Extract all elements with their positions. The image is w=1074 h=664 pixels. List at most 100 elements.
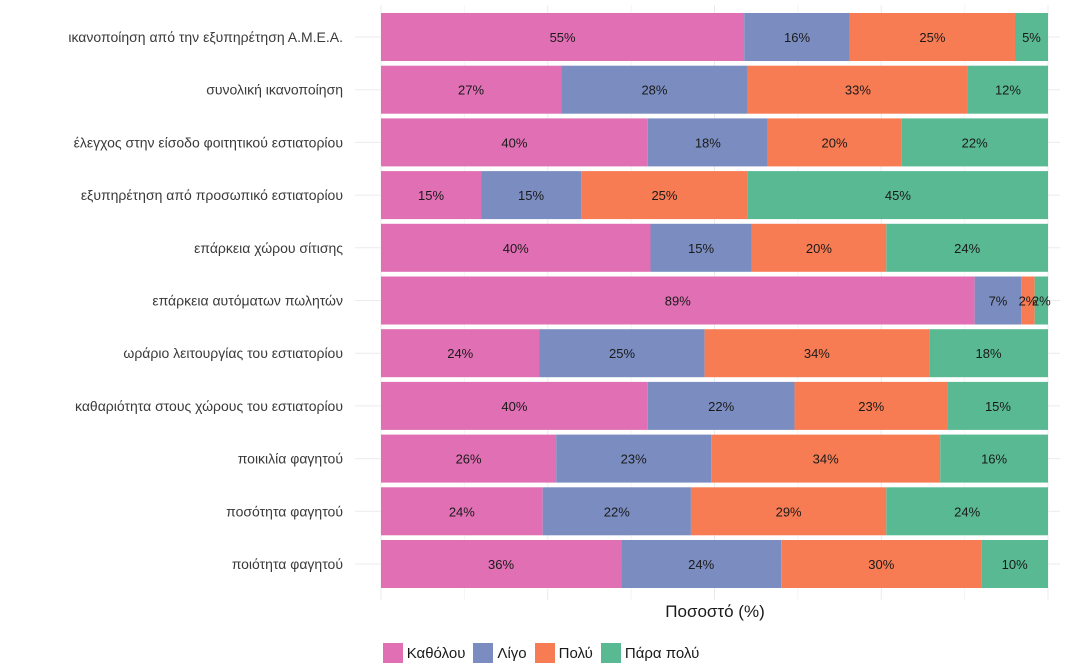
value-label: 40% — [503, 241, 529, 256]
value-label: 27% — [458, 83, 484, 98]
value-label: 5% — [1022, 30, 1041, 45]
bar-segment — [794, 381, 948, 430]
value-label: 45% — [885, 188, 911, 203]
bar-segment — [967, 65, 1048, 114]
value-label: 25% — [651, 188, 677, 203]
category-label: ωράριο λειτουργίας του εστιατορίου — [123, 345, 343, 361]
category-label: ποσότητα φαγητού — [226, 503, 343, 519]
value-label: 16% — [784, 30, 810, 45]
value-label: 24% — [688, 557, 714, 572]
value-label: 23% — [621, 452, 647, 467]
bar-segment — [744, 13, 850, 61]
legend-label: Πάρα πολύ — [624, 644, 700, 662]
value-label: 18% — [695, 135, 721, 150]
value-label: 34% — [813, 452, 839, 467]
bar-segment — [751, 223, 887, 272]
bar-segment — [381, 329, 540, 378]
bar-segment — [381, 487, 543, 536]
legend-label: Καθόλου — [406, 644, 466, 662]
value-label: 29% — [776, 504, 802, 519]
value-label: 24% — [954, 504, 980, 519]
value-label: 15% — [518, 188, 544, 203]
bars — [381, 13, 1048, 588]
legend-swatch — [382, 643, 403, 663]
bar-segment — [690, 487, 887, 536]
legend-swatch — [534, 643, 555, 663]
legend-item: Λίγο — [473, 643, 527, 663]
bar-segment — [886, 487, 1048, 536]
value-label: 2% — [1032, 294, 1051, 309]
category-label: ποικιλία φαγητού — [238, 451, 343, 467]
value-label: 55% — [550, 30, 576, 45]
bar-segment — [381, 65, 562, 114]
category-label: καθαριότητα στους χώρους του εστιατορίου — [75, 398, 343, 414]
legend-item: Καθόλου — [382, 643, 466, 663]
bar-segment — [381, 276, 975, 325]
bar-segment — [704, 329, 930, 378]
value-label: 2% — [1019, 294, 1038, 309]
legend-swatch — [600, 643, 621, 663]
bar-segment — [621, 540, 782, 588]
bar-segment — [381, 223, 651, 272]
value-label: 15% — [418, 188, 444, 203]
bar-segment — [1021, 276, 1035, 325]
value-label: 22% — [962, 135, 988, 150]
value-label: 89% — [665, 294, 691, 309]
value-label: 36% — [488, 557, 514, 572]
bar-segment — [974, 276, 1022, 325]
value-label: 20% — [822, 135, 848, 150]
value-label: 7% — [989, 294, 1008, 309]
bar-segment — [581, 171, 748, 220]
category-label: επάρκεια αυτόματων πωλητών — [152, 293, 343, 309]
value-label: 20% — [806, 241, 832, 256]
value-label: 30% — [868, 557, 894, 572]
bar-segment — [381, 13, 745, 61]
value-label: 23% — [858, 399, 884, 414]
bar-segment — [940, 434, 1048, 483]
value-label: 24% — [954, 241, 980, 256]
value-label: 24% — [447, 346, 473, 361]
bar-segment — [747, 171, 1048, 220]
bar-segment — [481, 171, 582, 220]
value-label: 15% — [688, 241, 714, 256]
legend: Καθόλου Λίγο Πολύ Πάρα πολύ — [0, 642, 1074, 664]
value-label: 22% — [604, 504, 630, 519]
bar-segment — [901, 118, 1048, 167]
value-label: 40% — [501, 135, 527, 150]
value-label: 25% — [609, 346, 635, 361]
legend-item: Πολύ — [534, 643, 593, 663]
value-label: 10% — [1002, 557, 1028, 572]
value-label: 25% — [919, 30, 945, 45]
x-axis-title: Ποσοστό (%) — [665, 602, 765, 621]
stacked-bar-chart: 55% 16% 25% 5% 27% 28% 33% 12% 40% 18% 20% 22% 15% 15… — [68, 5, 1060, 621]
value-label: 15% — [985, 399, 1011, 414]
bar-segment — [381, 118, 648, 167]
bar-segment — [886, 223, 1048, 272]
bar-segment — [381, 381, 648, 430]
bar-segment — [647, 118, 768, 167]
legend-item: Πάρα πολύ — [600, 643, 700, 663]
legend-label: Πολύ — [558, 644, 593, 662]
bar-segment — [381, 434, 557, 483]
legend-swatch — [473, 643, 494, 663]
value-labels: 55% 16% 25% 5% 27% 28% 33% 12% 40% 18% 20% 22% 15% 15… — [418, 30, 1051, 572]
category-label: επάρκεια χώρου σίτισης — [194, 240, 343, 256]
bar-segment — [747, 65, 968, 114]
value-label: 33% — [845, 83, 871, 98]
value-label: 18% — [976, 346, 1002, 361]
bar-segment — [929, 329, 1048, 378]
bar-segment — [1014, 13, 1048, 61]
bar-segment — [647, 381, 795, 430]
category-label: εξυπηρέτηση από προσωπικό εστιατορίου — [81, 187, 343, 203]
bar-segment — [1034, 276, 1048, 325]
category-label: ικανοποίηση από την εξυπηρέτηση Α.Μ.Ε.Α. — [68, 29, 343, 45]
value-label: 12% — [995, 83, 1021, 98]
legend-label: Λίγο — [497, 644, 527, 662]
bar-segment — [381, 171, 482, 220]
bar-segment — [556, 434, 712, 483]
bar-segment — [542, 487, 691, 536]
value-label: 26% — [456, 452, 482, 467]
bar-segment — [947, 381, 1048, 430]
value-label: 34% — [804, 346, 830, 361]
value-label: 40% — [501, 399, 527, 414]
